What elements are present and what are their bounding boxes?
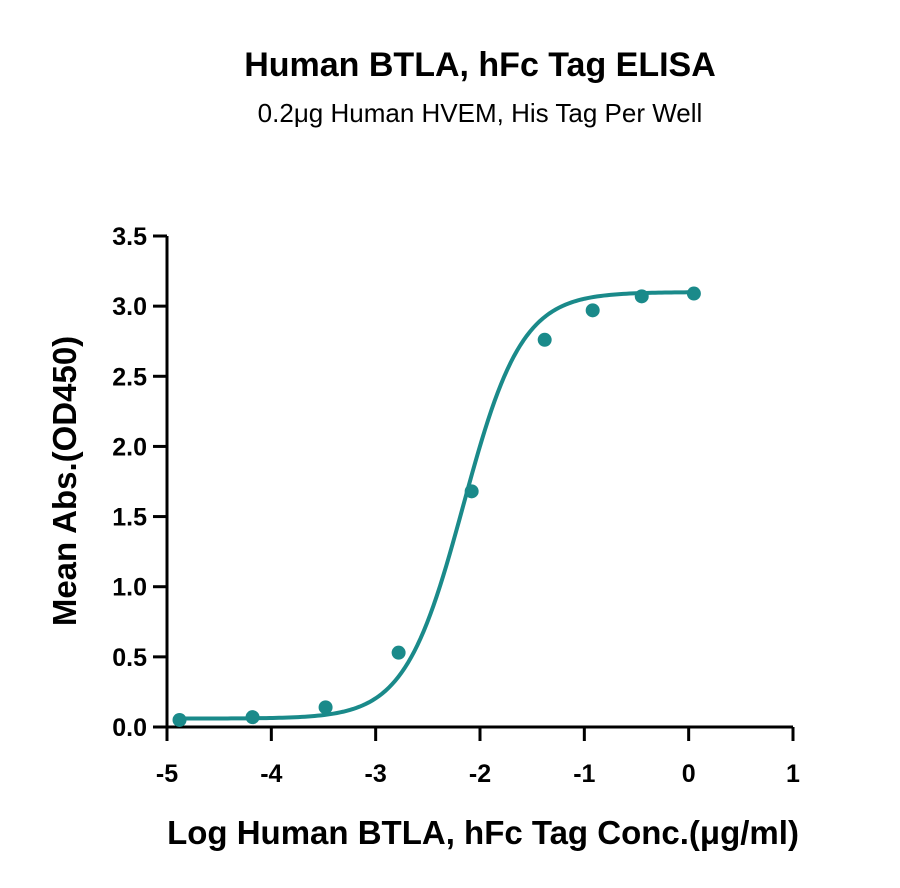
y-tick-label: 3.0: [112, 293, 147, 321]
y-tick-label: 0.5: [112, 644, 147, 672]
chart-title: Human BTLA, hFc Tag ELISA: [244, 46, 716, 84]
fit-curve: [179, 290, 694, 721]
y-tick-label: 0.0: [112, 714, 147, 742]
x-axis-label: Log Human BTLA, hFc Tag Conc.(μg/ml): [167, 814, 799, 851]
data-point: [245, 710, 260, 725]
x-tick-label: 0: [682, 760, 696, 788]
y-axis-label: Mean Abs.(OD450): [46, 336, 83, 626]
y-tick-label: 1.0: [112, 574, 147, 602]
y-tick-label: 2.5: [112, 363, 147, 391]
y-tick-label: 1.5: [112, 504, 147, 532]
data-point: [318, 700, 333, 715]
data-point: [585, 303, 600, 318]
y-axis: 0.0 0.5 1.0 1.5 2.0 2.5 3.0 3.5: [112, 223, 169, 742]
data-point: [686, 286, 701, 301]
data-point: [634, 289, 649, 304]
x-axis: -5 -4 -3 -2 -1 0 1: [156, 725, 800, 788]
x-tick-label: -3: [365, 760, 387, 788]
y-tick-label: 2.0: [112, 433, 147, 461]
data-point: [172, 712, 187, 727]
x-tick-label: -2: [469, 760, 491, 788]
data-point: [537, 332, 552, 347]
x-tick-label: -1: [573, 760, 595, 788]
data-points: [172, 286, 701, 727]
data-point: [464, 484, 479, 499]
x-tick-label: -4: [260, 760, 282, 788]
y-tick-label: 3.5: [112, 223, 147, 251]
x-tick-label: -5: [156, 760, 178, 788]
data-point: [391, 645, 406, 660]
chart-subtitle: 0.2μg Human HVEM, His Tag Per Well: [258, 98, 703, 128]
x-tick-label: 1: [786, 760, 800, 788]
